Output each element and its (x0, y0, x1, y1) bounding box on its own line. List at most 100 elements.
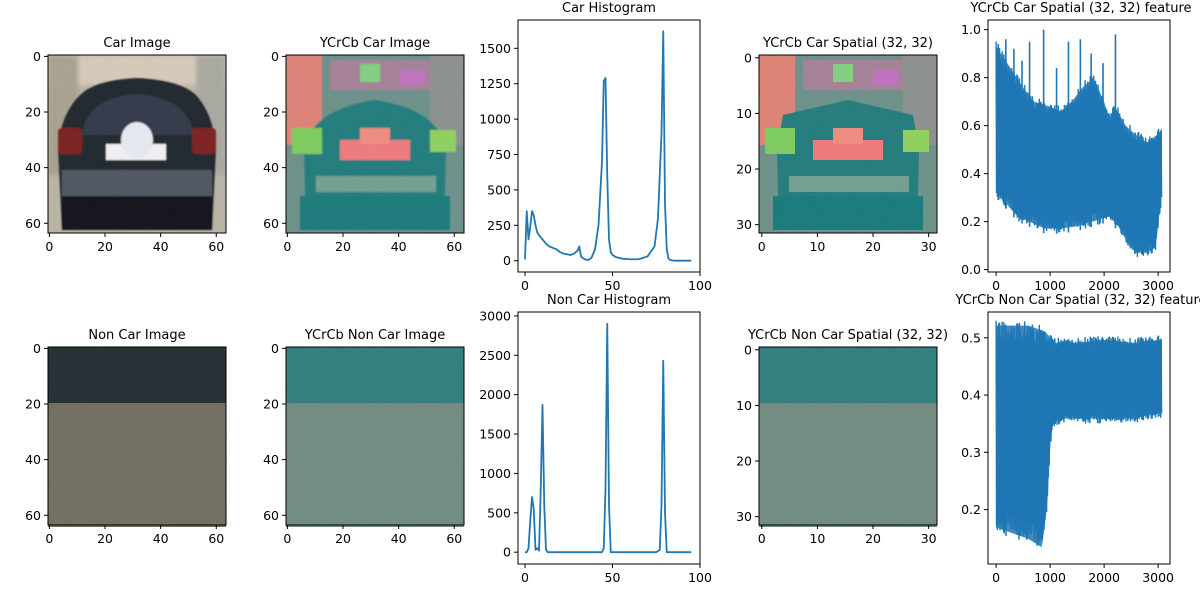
x-tick-label: 3000 (1142, 278, 1174, 293)
y-tick-label: 0.4 (961, 388, 981, 403)
x-tick-label: 30 (921, 531, 937, 546)
x-tick-label: 0 (283, 531, 291, 546)
plot-area (995, 29, 1163, 257)
ycrcb-non-car-image-title: YCrCb Non Car Image (304, 328, 445, 343)
x-tick-label: 10 (809, 239, 825, 254)
x-tick-label: 20 (865, 239, 881, 254)
y-tick-label: 20 (736, 454, 752, 469)
series-line (525, 322, 692, 554)
y-tick-label: 0 (744, 50, 752, 65)
x-tick-label: 60 (446, 239, 462, 254)
y-tick-label: 500 (487, 182, 511, 197)
y-tick-label: 1000 (479, 112, 511, 127)
y-tick-label: 0.6 (961, 118, 981, 133)
x-tick-label: 0 (521, 570, 529, 585)
y-tick-label: 0 (744, 342, 752, 357)
y-tick-label: 2500 (479, 348, 511, 363)
non-car-image-panel: Non Car Image (48, 328, 226, 527)
y-tick-label: 750 (487, 147, 511, 162)
chart-title: YCrCb Non Car Spatial (32, 32) feature (954, 293, 1200, 308)
x-tick-label: 100 (688, 278, 712, 293)
chart-title: Non Car Histogram (547, 293, 671, 308)
non-car-photo (48, 347, 226, 527)
x-tick-label: 100 (688, 570, 712, 585)
series-line (524, 30, 692, 262)
x-tick-label: 20 (335, 239, 351, 254)
y-tick-label: 0.4 (961, 166, 981, 181)
y-tick-label: 10 (736, 106, 752, 121)
car-photo (48, 55, 226, 233)
x-tick-label: 60 (208, 239, 224, 254)
x-tick-label: 20 (97, 531, 113, 546)
x-tick-label: 30 (921, 239, 937, 254)
chart-3: YCrCb Non Car Spatial (32, 32) feature 0 1… (954, 293, 1200, 585)
axes-frame (987, 19, 1171, 273)
ycrcb-car-photo (286, 55, 464, 233)
non-car-image-title: Non Car Image (88, 328, 185, 343)
series-band (996, 46, 1163, 253)
ycrcb-non-car-spatial-axes: 0 10 20 30 0 10 20 30 (736, 342, 938, 546)
y-tick-label: 0 (33, 49, 41, 64)
x-tick-label: 60 (446, 531, 462, 546)
axes-frame (517, 311, 701, 565)
ycrcb-car-spatial-photo (759, 55, 937, 233)
ycrcb-non-car-photo (286, 347, 464, 527)
y-tick-label: 40 (263, 160, 279, 175)
x-tick-label: 60 (208, 531, 224, 546)
ycrcb-non-car-image-panel: YCrCb Non Car Image (286, 328, 464, 527)
y-tick-label: 0 (503, 253, 511, 268)
y-tick-label: 60 (25, 216, 41, 231)
axes-frame (758, 54, 938, 234)
x-tick-label: 2000 (1088, 570, 1120, 585)
series-band (996, 325, 1163, 548)
x-tick-label: 0 (45, 531, 53, 546)
y-tick-label: 10 (736, 398, 752, 413)
x-tick-label: 40 (391, 239, 407, 254)
x-tick-label: 20 (97, 239, 113, 254)
x-tick-label: 40 (391, 531, 407, 546)
y-tick-label: 0 (271, 49, 279, 64)
x-tick-label: 0 (45, 239, 53, 254)
y-tick-label: 1000 (479, 466, 511, 481)
axes-frame (285, 54, 465, 234)
ycrcb-car-spatial-panel: YCrCb Car Spatial (32, 32) (759, 36, 937, 233)
y-tick-label: 20 (263, 397, 279, 412)
y-tick-label: 0.2 (961, 502, 981, 517)
y-tick-label: 0.8 (961, 70, 981, 85)
y-tick-label: 0.0 (961, 262, 981, 277)
axes-frame (285, 346, 465, 526)
y-tick-label: 60 (263, 508, 279, 523)
x-tick-label: 50 (605, 570, 621, 585)
y-tick-label: 0.5 (961, 330, 981, 345)
y-tick-label: 40 (25, 160, 41, 175)
ycrcb-non-car-spatial-title: YCrCb Non Car Spatial (32, 32) (747, 328, 948, 343)
y-tick-label: 1500 (479, 41, 511, 56)
x-tick-label: 1000 (1034, 278, 1066, 293)
x-tick-label: 40 (153, 239, 169, 254)
x-tick-label: 0 (758, 239, 766, 254)
plot-area (524, 30, 692, 262)
image-axes: 0 20 40 60 0 20 40 60 0 20 40 60 0 20 40 60 0 10 20 30 0 10 20… (25, 49, 938, 546)
y-tick-label: 0 (503, 545, 511, 560)
car-image-title: Car Image (103, 36, 170, 51)
x-tick-label: 0 (521, 278, 529, 293)
y-tick-label: 40 (263, 452, 279, 467)
x-tick-label: 3000 (1142, 570, 1174, 585)
y-tick-label: 60 (263, 216, 279, 231)
y-tick-label: 60 (25, 508, 41, 523)
axes-frame (987, 311, 1171, 565)
ycrcb-car-image-panel: YCrCb Car Image (286, 36, 464, 233)
ycrcb-non-car-image-axes: 0 20 40 60 0 20 40 60 (263, 341, 465, 546)
ycrcb-car-image-title: YCrCb Car Image (319, 36, 430, 51)
y-tick-label: 20 (736, 162, 752, 177)
non-car-image-axes: 0 20 40 60 0 20 40 60 (25, 341, 227, 546)
x-tick-label: 0 (992, 570, 1000, 585)
ycrcb-car-spatial-title: YCrCb Car Spatial (32, 32) (762, 36, 933, 51)
y-tick-label: 2000 (479, 387, 511, 402)
x-tick-label: 1000 (1034, 570, 1066, 585)
y-tick-label: 30 (736, 217, 752, 232)
plot-area (995, 320, 1163, 548)
